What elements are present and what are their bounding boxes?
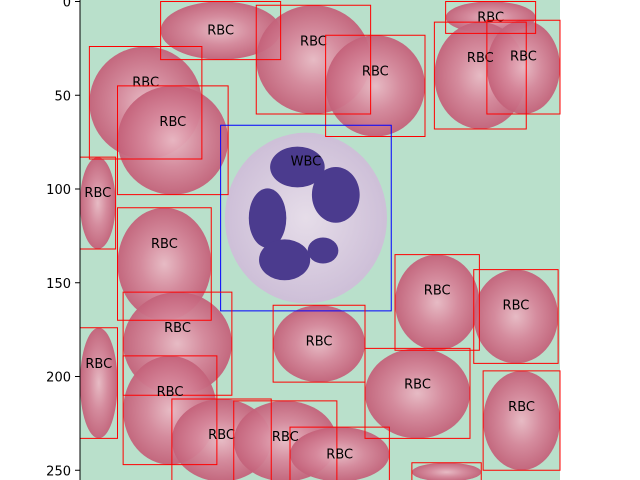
rbc-cell xyxy=(483,370,560,471)
wbc-nucleus-lobe xyxy=(307,237,339,264)
rbc-bounding-box xyxy=(289,426,390,480)
rbc-label: RBC xyxy=(84,186,111,201)
rbc-label: RBC xyxy=(508,400,535,415)
rbc-cell xyxy=(117,85,229,195)
rbc-bounding-box xyxy=(233,400,338,480)
rbc-label: RBC xyxy=(306,334,333,349)
rbc-label: RBC xyxy=(208,428,235,443)
y-tick-label: 50 xyxy=(54,89,71,104)
rbc-cell xyxy=(80,327,118,439)
rbc-label: RBC xyxy=(362,64,389,79)
rbc-bounding-box xyxy=(394,254,480,351)
rbc-bounding-box xyxy=(122,355,218,466)
rbc-label: RBC xyxy=(424,284,451,299)
rbc-label: RBC xyxy=(503,299,530,314)
rbc-cell xyxy=(411,462,482,480)
rbc-bounding-box xyxy=(486,19,561,115)
rbc-cell xyxy=(365,348,470,439)
rbc-bounding-box xyxy=(445,1,537,34)
rbc-bounding-box xyxy=(482,370,561,471)
rbc-cell xyxy=(80,157,116,249)
rbc-bounding-box xyxy=(117,85,229,196)
rbc-label: RBC xyxy=(272,430,299,445)
rbc-bounding-box xyxy=(272,304,366,383)
rbc-bounding-box xyxy=(411,462,482,480)
rbc-bounding-box xyxy=(433,21,527,130)
rbc-label: RBC xyxy=(300,34,327,49)
rbc-label: RBC xyxy=(477,10,504,25)
wbc-nucleus-lobe xyxy=(259,239,311,281)
wbc-nucleus-lobe xyxy=(311,167,360,223)
y-tick-label: 0 xyxy=(63,0,71,11)
rbc-bounding-box xyxy=(88,46,203,160)
wbc-nucleus-lobe xyxy=(248,188,287,248)
rbc-bounding-box xyxy=(325,34,426,137)
rbc-label: RBC xyxy=(85,357,112,372)
rbc-bounding-box xyxy=(473,269,559,364)
y-tick-label: 150 xyxy=(46,277,71,292)
rbc-cell xyxy=(160,1,281,60)
rbc-bounding-box xyxy=(160,1,282,61)
wbc-label: WBC xyxy=(291,154,322,169)
rbc-bounding-box xyxy=(117,207,212,321)
rbc-bounding-box xyxy=(255,4,372,115)
rbc-label: RBC xyxy=(467,51,494,66)
y-ticks: 0 50 100 150 200 250 xyxy=(46,0,80,479)
rbc-label: RBC xyxy=(164,321,191,336)
cell-layer xyxy=(80,1,560,480)
rbc-label: RBC xyxy=(159,115,186,130)
y-axis: 0 50 100 150 200 250 xyxy=(46,0,81,480)
y-tick-label: 250 xyxy=(46,464,71,479)
rbc-label: RBC xyxy=(151,237,178,252)
rbc-cell xyxy=(325,35,425,137)
wbc-bounding-box xyxy=(220,124,392,312)
microscope-image xyxy=(80,0,560,480)
rbc-cell xyxy=(486,20,560,114)
rbc-label: RBC xyxy=(326,447,353,462)
rbc-bounding-box xyxy=(122,291,233,396)
rbc-label: RBC xyxy=(157,385,184,400)
rbc-cell xyxy=(395,254,480,351)
y-tick-label: 200 xyxy=(46,371,71,386)
rbc-label: RBC xyxy=(404,377,431,392)
rbc-label: RBC xyxy=(207,24,234,39)
rbc-cell xyxy=(473,269,559,364)
rbc-bounding-box xyxy=(364,347,471,439)
rbc-cell xyxy=(290,427,390,480)
rbc-label: RBC xyxy=(132,76,159,91)
rbc-bounding-box xyxy=(171,398,272,480)
rbc-cell xyxy=(273,305,365,383)
wbc-nucleus-lobe xyxy=(270,146,325,188)
rbc-label: RBC xyxy=(510,49,537,64)
y-tick-label: 100 xyxy=(46,183,71,198)
